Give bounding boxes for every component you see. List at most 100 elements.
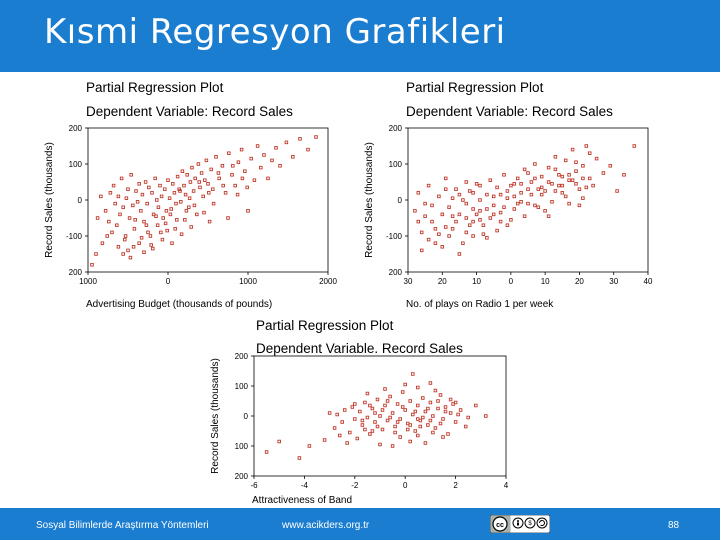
x-tick-label: -6	[250, 481, 258, 490]
data-point	[126, 248, 130, 253]
data-point	[488, 216, 493, 220]
data-point	[187, 205, 191, 209]
data-point	[332, 426, 337, 430]
data-point	[543, 189, 547, 193]
data-point	[546, 214, 551, 218]
data-point	[411, 412, 415, 417]
data-point	[335, 412, 339, 417]
data-point	[206, 182, 210, 186]
plot-frame	[407, 127, 649, 273]
data-point	[437, 194, 441, 199]
data-point	[161, 216, 165, 220]
data-point	[436, 399, 440, 403]
x-tick-label: 40	[644, 277, 653, 286]
data-point	[495, 228, 499, 233]
data-point	[353, 402, 357, 406]
data-point	[233, 183, 237, 188]
data-point	[388, 394, 392, 399]
y-tick-label: 200	[69, 268, 83, 277]
data-point	[447, 205, 451, 209]
data-point	[298, 137, 302, 141]
data-point	[408, 423, 412, 427]
data-point	[139, 236, 144, 240]
data-point	[457, 192, 462, 197]
data-point	[615, 189, 619, 193]
data-point	[239, 147, 244, 152]
data-point	[484, 414, 488, 418]
data-point	[116, 194, 121, 199]
data-point	[171, 182, 175, 186]
data-point	[413, 209, 417, 213]
data-point	[464, 230, 469, 235]
data-point	[567, 201, 571, 206]
data-point	[149, 243, 153, 247]
data-point	[342, 408, 347, 412]
data-point	[375, 424, 380, 429]
data-point	[105, 234, 109, 238]
data-point	[443, 405, 448, 409]
data-point	[175, 218, 179, 222]
data-point	[519, 200, 523, 204]
data-point	[498, 192, 503, 197]
data-point	[383, 403, 387, 408]
data-point	[512, 182, 517, 186]
data-point	[231, 164, 235, 168]
data-point	[368, 432, 372, 436]
data-point	[581, 196, 585, 200]
data-point	[441, 417, 445, 421]
data-point	[431, 414, 435, 418]
data-point	[550, 200, 554, 204]
data-point	[201, 194, 205, 199]
data-point	[314, 135, 318, 139]
data-point	[464, 201, 469, 206]
data-point	[183, 218, 187, 222]
data-point	[393, 424, 397, 429]
data-point	[199, 171, 204, 175]
data-point	[388, 415, 392, 420]
y-tick-label: 100	[235, 442, 249, 451]
data-point	[423, 214, 427, 218]
data-point	[129, 173, 133, 177]
data-point	[448, 411, 453, 415]
data-point	[115, 223, 119, 227]
plot-subtitle: Dependent Variable. Record Sales	[256, 341, 463, 356]
data-point	[380, 408, 385, 412]
data-point	[502, 173, 506, 177]
data-point	[467, 223, 472, 227]
data-point	[193, 176, 197, 181]
data-point	[536, 187, 541, 191]
data-point	[519, 182, 523, 186]
data-point	[264, 450, 269, 454]
data-point	[560, 183, 565, 188]
data-point	[471, 207, 475, 211]
data-point	[533, 162, 537, 166]
y-axis-label: Record Sales (thousands)	[364, 142, 375, 258]
y-tick-label: 200	[389, 268, 403, 277]
data-point	[121, 252, 125, 256]
data-point	[395, 420, 400, 424]
data-point	[433, 426, 438, 430]
data-point	[584, 185, 589, 190]
y-tick-label: 0	[244, 412, 249, 421]
data-point	[214, 155, 218, 159]
plot-title: Partial Regression Plot	[86, 80, 224, 95]
x-tick-label: 10	[541, 277, 550, 286]
data-point	[519, 191, 523, 195]
data-point	[153, 176, 157, 181]
x-tick-label: 0	[166, 277, 171, 286]
data-point	[430, 219, 434, 224]
data-point	[100, 241, 105, 245]
data-point	[485, 236, 489, 240]
x-tick-label: 0	[403, 481, 408, 490]
data-point	[145, 201, 149, 206]
data-point	[567, 173, 571, 177]
data-point	[495, 185, 499, 190]
x-tick-label: 1000	[79, 277, 97, 286]
data-point	[515, 176, 520, 181]
data-point	[147, 185, 151, 190]
data-point	[116, 245, 121, 249]
footer-url[interactable]: www.acikders.org.tr	[282, 520, 370, 531]
data-point	[235, 192, 240, 197]
y-tick-label: -100	[386, 232, 403, 241]
data-point	[431, 430, 435, 435]
